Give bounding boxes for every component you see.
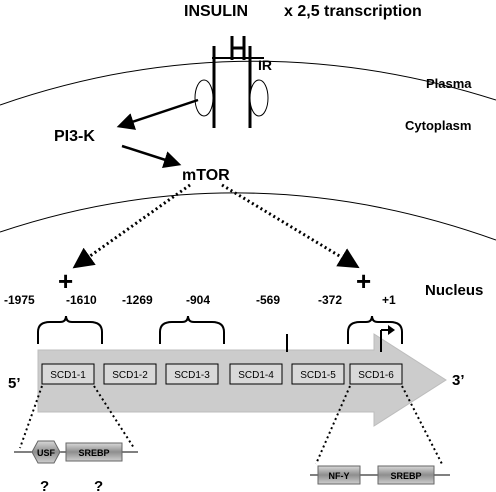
scd1-box: SCD1-4 [229,363,283,385]
insulin-label: INSULIN [184,3,248,20]
brace-region-2 [159,315,225,344]
brace-region-1 [37,315,103,344]
srebp-factor-left [65,442,123,462]
plasma-label: Plasma [426,76,472,91]
position-label: -1610 [66,293,97,307]
srebp-label-left: SREBP [78,448,109,458]
plasma-membrane [0,60,496,106]
position-label: -1975 [4,293,35,307]
brace-region-3 [347,315,403,344]
nfy-label: NF-Y [329,471,350,481]
plus-sign-left: + [58,266,73,296]
position-label: -1269 [122,293,153,307]
nucleus-label: Nucleus [425,282,483,299]
three-prime-label: 3’ [452,372,465,389]
nfy-factor [317,465,361,485]
scd1-box: SCD1-1 [41,363,95,385]
srebp-factor-right [377,465,435,485]
cytoplasm-label: Cytoplasm [405,118,471,133]
transcription-label: x 2,5 transcription [284,3,422,20]
plus-sign-right: + [356,266,371,296]
scd1-box-label: SCD1-6 [358,370,394,381]
position-label: -904 [186,293,210,307]
position-label: -372 [318,293,342,307]
left-factor-detail [14,440,138,464]
position-label: -569 [256,293,280,307]
srebp-label-right: SREBP [390,471,421,481]
right-factor-detail [310,465,450,485]
question-mark-usf: ? [40,478,49,492]
scd1-box: SCD1-3 [165,363,219,385]
scd1-box: SCD1-2 [103,363,157,385]
scd1-box-label: SCD1-1 [50,370,86,381]
mtor-to-right-dotted-arrow [221,183,360,269]
mtor-label: mTOR [182,167,230,184]
scd1-box: SCD1-5 [291,363,345,385]
pi3k-label: PI3-K [54,128,95,145]
mtor-to-left-dotted-arrow [72,183,191,269]
usf-factor [31,440,61,464]
usf-label: USF [37,448,56,458]
scd1-box-label: SCD1-4 [238,370,274,381]
ir-to-pi3k-arrow [116,98,199,130]
scd1-box-label: SCD1-5 [300,370,336,381]
scd1-box-label: SCD1-3 [174,370,210,381]
transcription-start-arrow [380,325,395,352]
scd1-box: SCD1-6 [349,363,403,385]
pi3k-to-mtor-arrow [121,144,182,169]
nuclear-membrane [0,192,496,241]
insulin-receptor [194,36,269,128]
five-prime-label: 5’ [8,375,21,392]
question-mark-srebp: ? [94,478,103,492]
zoom-lines [19,385,443,465]
ir-label: IR [258,57,272,73]
position-label: +1 [382,293,396,307]
scd1-box-label: SCD1-2 [112,370,148,381]
braces [37,315,403,352]
